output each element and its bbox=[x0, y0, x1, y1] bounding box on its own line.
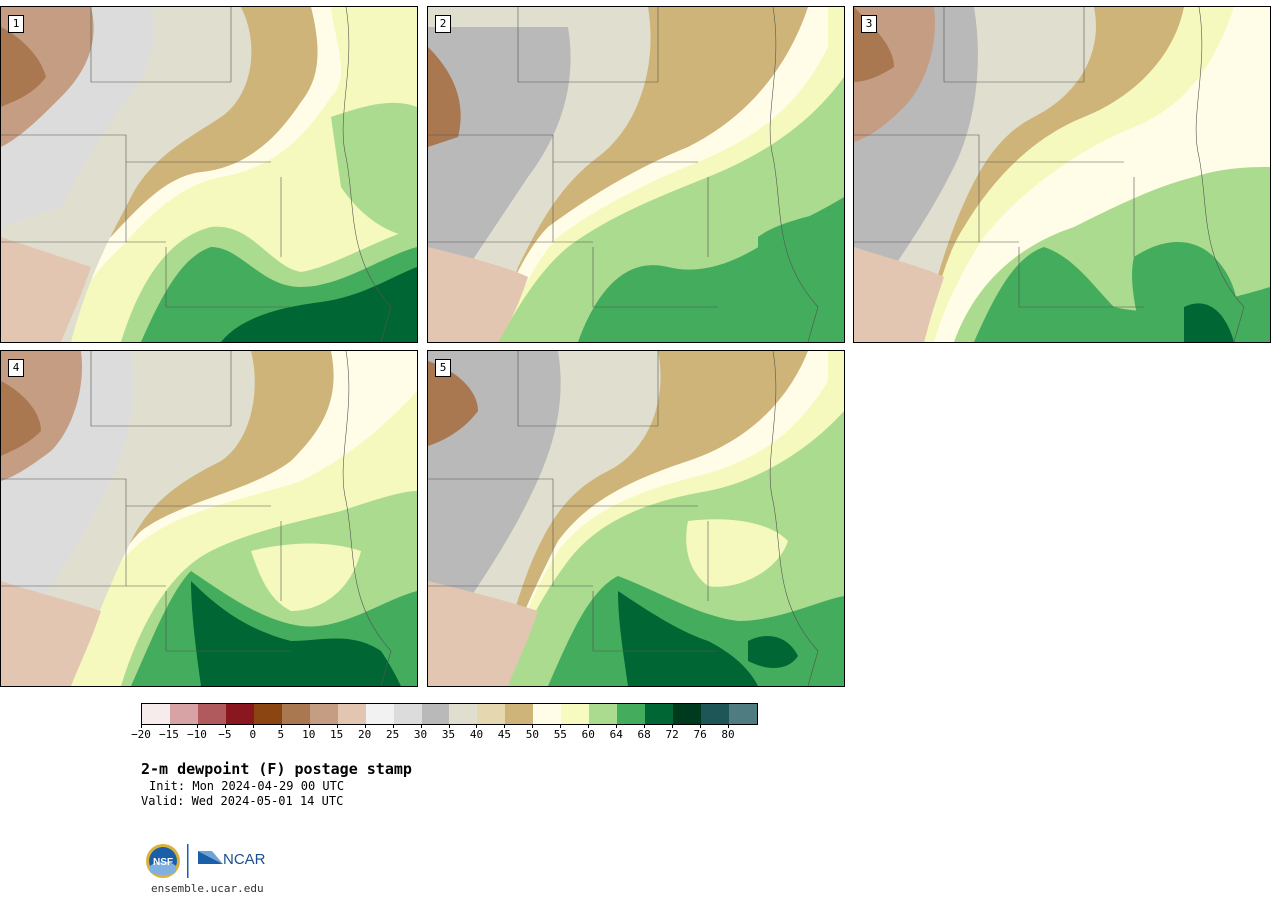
map-panel-5: 5 bbox=[427, 350, 845, 687]
colorbar-tick-label: −15 bbox=[159, 728, 179, 741]
colorbar-tick-label: 68 bbox=[637, 728, 651, 741]
colorbar-tick-mark bbox=[280, 724, 282, 728]
colorbar-swatch bbox=[393, 704, 422, 724]
colorbar-tick-mark bbox=[616, 724, 618, 728]
colorbar-tick-mark bbox=[392, 724, 394, 728]
map-panel-1: 1 bbox=[0, 6, 418, 343]
colorbar-tick-mark bbox=[168, 724, 170, 728]
dewpoint-map-2 bbox=[428, 7, 844, 342]
colorbar-tick-label: 0 bbox=[249, 728, 257, 741]
colorbar-tick-label: −10 bbox=[186, 728, 207, 741]
colorbar-tick-label: 5 bbox=[277, 728, 285, 741]
colorbar-tick-mark bbox=[308, 724, 310, 728]
panel-number-label: 5 bbox=[435, 359, 451, 377]
colorbar-tick-mark bbox=[504, 724, 506, 728]
init-time: Init: Mon 2024-04-29 00 UTC bbox=[149, 779, 345, 793]
colorbar-tick-label: 45 bbox=[497, 728, 512, 741]
colorbar-swatch bbox=[729, 704, 757, 724]
colorbar-tick-mark bbox=[532, 724, 534, 728]
colorbar-swatch bbox=[673, 704, 702, 724]
colorbar-tick-label: 55 bbox=[553, 728, 567, 741]
colorbar-swatch bbox=[449, 704, 478, 724]
colorbar-tick-label: 80 bbox=[721, 728, 735, 741]
colorbar-swatch bbox=[225, 704, 254, 724]
colorbar-swatch bbox=[533, 704, 562, 724]
colorbar-tick-mark bbox=[336, 724, 338, 728]
colorbar-swatch bbox=[281, 704, 310, 724]
panel-number-label: 2 bbox=[435, 15, 451, 33]
colorbar-swatch bbox=[589, 704, 618, 724]
colorbar-swatch bbox=[142, 704, 170, 724]
colorbar-swatch bbox=[561, 704, 590, 724]
colorbar-tick-label: 60 bbox=[581, 728, 595, 741]
dewpoint-map-3 bbox=[854, 7, 1270, 342]
colorbar-tick-label: 20 bbox=[358, 728, 372, 741]
colorbar-tick-label: 72 bbox=[665, 728, 679, 741]
colorbar-tick-mark bbox=[252, 724, 254, 728]
map-panel-2: 2 bbox=[427, 6, 845, 343]
colorbar-tick-mark bbox=[196, 724, 198, 728]
panel-number-label: 1 bbox=[8, 15, 24, 33]
colorbar-swatch bbox=[365, 704, 394, 724]
colorbar-tick-label: 76 bbox=[693, 728, 707, 741]
colorbar-swatch bbox=[421, 704, 450, 724]
ncar-logo: NCAR bbox=[198, 851, 266, 868]
colorbar-tick-mark bbox=[560, 724, 562, 728]
colorbar-swatch bbox=[309, 704, 338, 724]
colorbar-tick-mark bbox=[448, 724, 450, 728]
colorbar-tick-mark bbox=[364, 724, 366, 728]
colorbar-swatch bbox=[197, 704, 226, 724]
colorbar bbox=[141, 703, 758, 725]
colorbar-tick-label: −20 bbox=[131, 728, 151, 741]
colorbar-tick-mark bbox=[420, 724, 422, 728]
colorbar-swatch bbox=[253, 704, 282, 724]
colorbar-swatch bbox=[617, 704, 646, 724]
colorbar-swatch bbox=[701, 704, 730, 724]
colorbar-tick-label: 15 bbox=[330, 728, 344, 741]
map-panel-3: 3 bbox=[853, 6, 1271, 343]
colorbar-swatch bbox=[337, 704, 366, 724]
colorbar-tick-mark bbox=[141, 724, 142, 728]
nsf-logo: NSF bbox=[146, 844, 180, 878]
colorbar-tick-label: 35 bbox=[441, 728, 456, 741]
footer-url: ensemble.ucar.edu bbox=[151, 882, 264, 895]
colorbar-tick-label: −5 bbox=[218, 728, 232, 741]
colorbar-tick-mark bbox=[224, 724, 226, 728]
colorbar-tick-label: 25 bbox=[385, 728, 400, 741]
colorbar-tick-mark bbox=[700, 724, 702, 728]
colorbar-tick-label: 30 bbox=[413, 728, 428, 741]
dewpoint-map-1 bbox=[1, 7, 417, 342]
colorbar-tick-mark bbox=[476, 724, 478, 728]
panel-number-label: 3 bbox=[861, 15, 877, 33]
colorbar-swatch bbox=[505, 704, 534, 724]
map-panel-4: 4 bbox=[0, 350, 418, 687]
colorbar-tick-label: 64 bbox=[609, 728, 623, 741]
dewpoint-map-5 bbox=[428, 351, 844, 686]
dewpoint-map-4 bbox=[1, 351, 417, 686]
logos: NSF NCAR bbox=[146, 844, 266, 878]
colorbar-tick-label: 40 bbox=[469, 728, 484, 741]
colorbar-ticks: −20 −15 −10 −5 0 5 10 15 20 25 30 35 40 45 50 55 60 64 68 7… bbox=[131, 724, 756, 746]
chart-title: 2-m dewpoint (F) postage stamp bbox=[141, 760, 412, 778]
colorbar-tick-mark bbox=[588, 724, 590, 728]
panel-number-label: 4 bbox=[8, 359, 24, 377]
valid-time: Valid: Wed 2024-05-01 14 UTC bbox=[141, 794, 344, 808]
colorbar-tick-label: 10 bbox=[302, 728, 316, 741]
colorbar-tick-mark bbox=[672, 724, 674, 728]
colorbar-swatch bbox=[169, 704, 198, 724]
svg-text:NSF: NSF bbox=[153, 857, 173, 868]
colorbar-swatch bbox=[645, 704, 674, 724]
svg-text:NCAR: NCAR bbox=[223, 851, 266, 868]
colorbar-swatch bbox=[477, 704, 506, 724]
colorbar-tick-mark bbox=[728, 724, 730, 728]
colorbar-tick-label: 50 bbox=[525, 728, 539, 741]
colorbar-tick-mark bbox=[644, 724, 646, 728]
